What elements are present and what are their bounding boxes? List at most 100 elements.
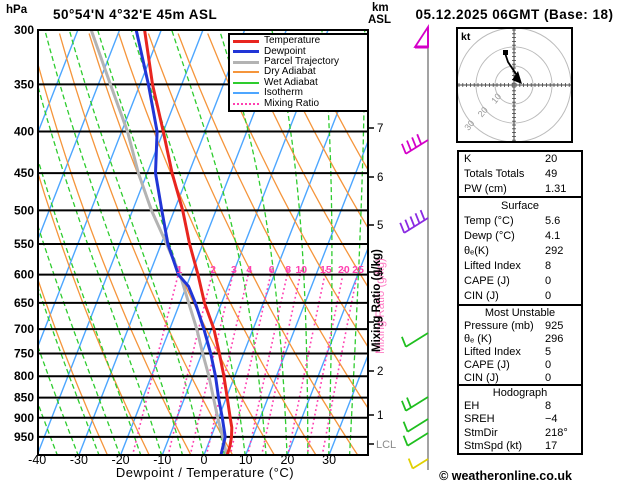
table-row-label: StmSpd (kt)	[464, 440, 523, 453]
table-row-value: 8	[545, 260, 552, 273]
table-row-value: 0	[545, 290, 552, 303]
table-row: θₑ(K) 292	[459, 245, 581, 257]
indices-table-general: K 20 Totals Totals 49 PW (cm) 1.31	[457, 150, 583, 198]
table-row-label: CIN (J)	[464, 371, 499, 384]
temp-tick-label: 0	[201, 453, 208, 467]
legend-item: Dry Adiabat	[233, 67, 364, 77]
wind-barb-staff	[399, 23, 429, 470]
mixing-ratio-value-label: 8	[285, 264, 291, 276]
sounding-curves	[89, 30, 234, 455]
table-row-label: SREH	[464, 413, 495, 426]
table-row-label: EH	[464, 400, 480, 413]
table-row-value: 218°	[545, 426, 568, 439]
isotherm-line	[38, 30, 204, 455]
mixing-ratio-value-label: 1	[176, 264, 182, 276]
km-tick-label: 5	[377, 220, 383, 232]
table-header: Hodograph	[492, 386, 548, 399]
table-row: Lifted Index 5	[459, 346, 581, 358]
table-row: Dewp (°C) 4.1	[459, 230, 581, 242]
legend-item: Parcel Trajectory	[233, 57, 364, 67]
isotherm-line	[38, 30, 121, 242]
mixing-ratio-value-label: 20	[338, 264, 350, 276]
table-row-label: Lifted Index	[464, 345, 521, 358]
x-axis-label: Dewpoint / Temperature (°C)	[115, 465, 295, 480]
table-row: Totals Totals 49	[459, 168, 581, 180]
legend-swatch-dry-adiabat	[233, 71, 259, 74]
lcl-label: LCL	[376, 439, 396, 451]
legend-item: Temperature	[233, 36, 364, 46]
legend-swatch-mixing-ratio	[233, 102, 259, 105]
pressure-tick-label: 600	[14, 268, 34, 282]
mixing-ratio-value-label: 10	[295, 264, 307, 276]
altitude-unit-km: km	[372, 2, 389, 14]
run-datetime: 05.12.2025 06GMT (Base: 18)	[415, 7, 614, 22]
pressure-unit-label: hPa	[6, 4, 28, 16]
isotherm-line	[328, 353, 368, 455]
hodograph-ring-label: 30	[462, 118, 476, 132]
legend-item: Isotherm	[233, 88, 364, 98]
legend-item: Wet Adiabat	[233, 76, 364, 88]
hodograph-frame	[456, 27, 573, 143]
dry-adiabat-line	[207, 33, 368, 349]
wind-barb	[399, 209, 429, 234]
legend-swatch-temperature	[233, 39, 259, 43]
table-row: Temp (°C) 5.6	[459, 215, 581, 227]
table-row-value: 925	[545, 319, 564, 332]
temp-tick-label: -10	[153, 453, 171, 467]
isotherm-line	[286, 246, 368, 455]
km-tick-label: 3	[377, 317, 383, 329]
legend-label: Wet Adiabat	[264, 76, 318, 88]
dry-adiabat-line	[118, 33, 317, 455]
table-row-value: 17	[545, 440, 558, 453]
indices-tables: K 20 Totals Totals 49 PW (cm) 1.31 Surface Temp…	[457, 150, 583, 455]
dry-adiabat-line	[296, 33, 368, 172]
temp-tick-label: 30	[322, 453, 336, 467]
credit-footer: © weatheronline.co.uk	[439, 469, 572, 483]
table-row-label: CAPE (J)	[464, 275, 510, 288]
table-row-label: K	[464, 153, 472, 166]
table-header: Surface	[501, 199, 539, 212]
wind-barb	[402, 432, 429, 447]
hodograph-ring-label: 10	[489, 91, 503, 105]
table-row-value: 0	[545, 275, 552, 288]
isotherm-line	[38, 30, 79, 135]
table-row: PW (cm) 1.31	[459, 183, 581, 195]
table-row-value: 1.31	[545, 182, 567, 195]
altitude-unit-asl: ASL	[368, 14, 391, 26]
table-row: CIN (J) 0	[459, 290, 581, 302]
table-row: Lifted Index 8	[459, 260, 581, 272]
legend-swatch-dewpoint	[233, 50, 259, 54]
table-row: θₑ (K) 296	[459, 333, 581, 345]
pressure-tick-label: 550	[14, 237, 34, 251]
mixing-ratio-value-label: 15	[320, 264, 332, 276]
dry-adiabat-line	[236, 33, 368, 289]
table-row-label: Pressure (mb)	[464, 319, 534, 332]
pressure-tick-label: 750	[14, 346, 34, 360]
wind-barb	[401, 396, 429, 412]
pressure-tick-label: 700	[14, 322, 34, 336]
table-row-value: 292	[545, 244, 564, 257]
legend-label: Mixing Ratio	[264, 97, 320, 109]
table-row-value: 0	[545, 358, 552, 371]
temp-tick-label: -20	[112, 453, 130, 467]
mixing-ratio-line	[321, 269, 359, 455]
table-row-value: 8	[545, 400, 552, 413]
dewpoint-curve	[134, 30, 227, 455]
indices-table-hodograph: Hodograph EH 8 SREH −4 StmDir 218° StmSpd (kt) 1…	[457, 384, 583, 455]
pressure-tick-label: 350	[14, 77, 34, 91]
table-row-label: θₑ (K)	[464, 332, 492, 345]
table-row: SREH −4	[459, 413, 581, 425]
table-row: Pressure (mb) 925	[459, 320, 581, 332]
km-tick-label: 7	[377, 123, 383, 135]
table-row: EH 8	[459, 400, 581, 412]
plot-frame	[37, 29, 369, 456]
table-row: K 20	[459, 153, 581, 165]
pressure-tick-label: 450	[14, 166, 34, 180]
dry-adiabat-line	[177, 33, 368, 410]
legend-swatch-parcel-trajectory	[233, 60, 259, 64]
table-row-value: 296	[545, 332, 564, 345]
mixing-ratio-line	[306, 269, 345, 455]
mixing-ratio-value-label: 3	[231, 264, 237, 276]
